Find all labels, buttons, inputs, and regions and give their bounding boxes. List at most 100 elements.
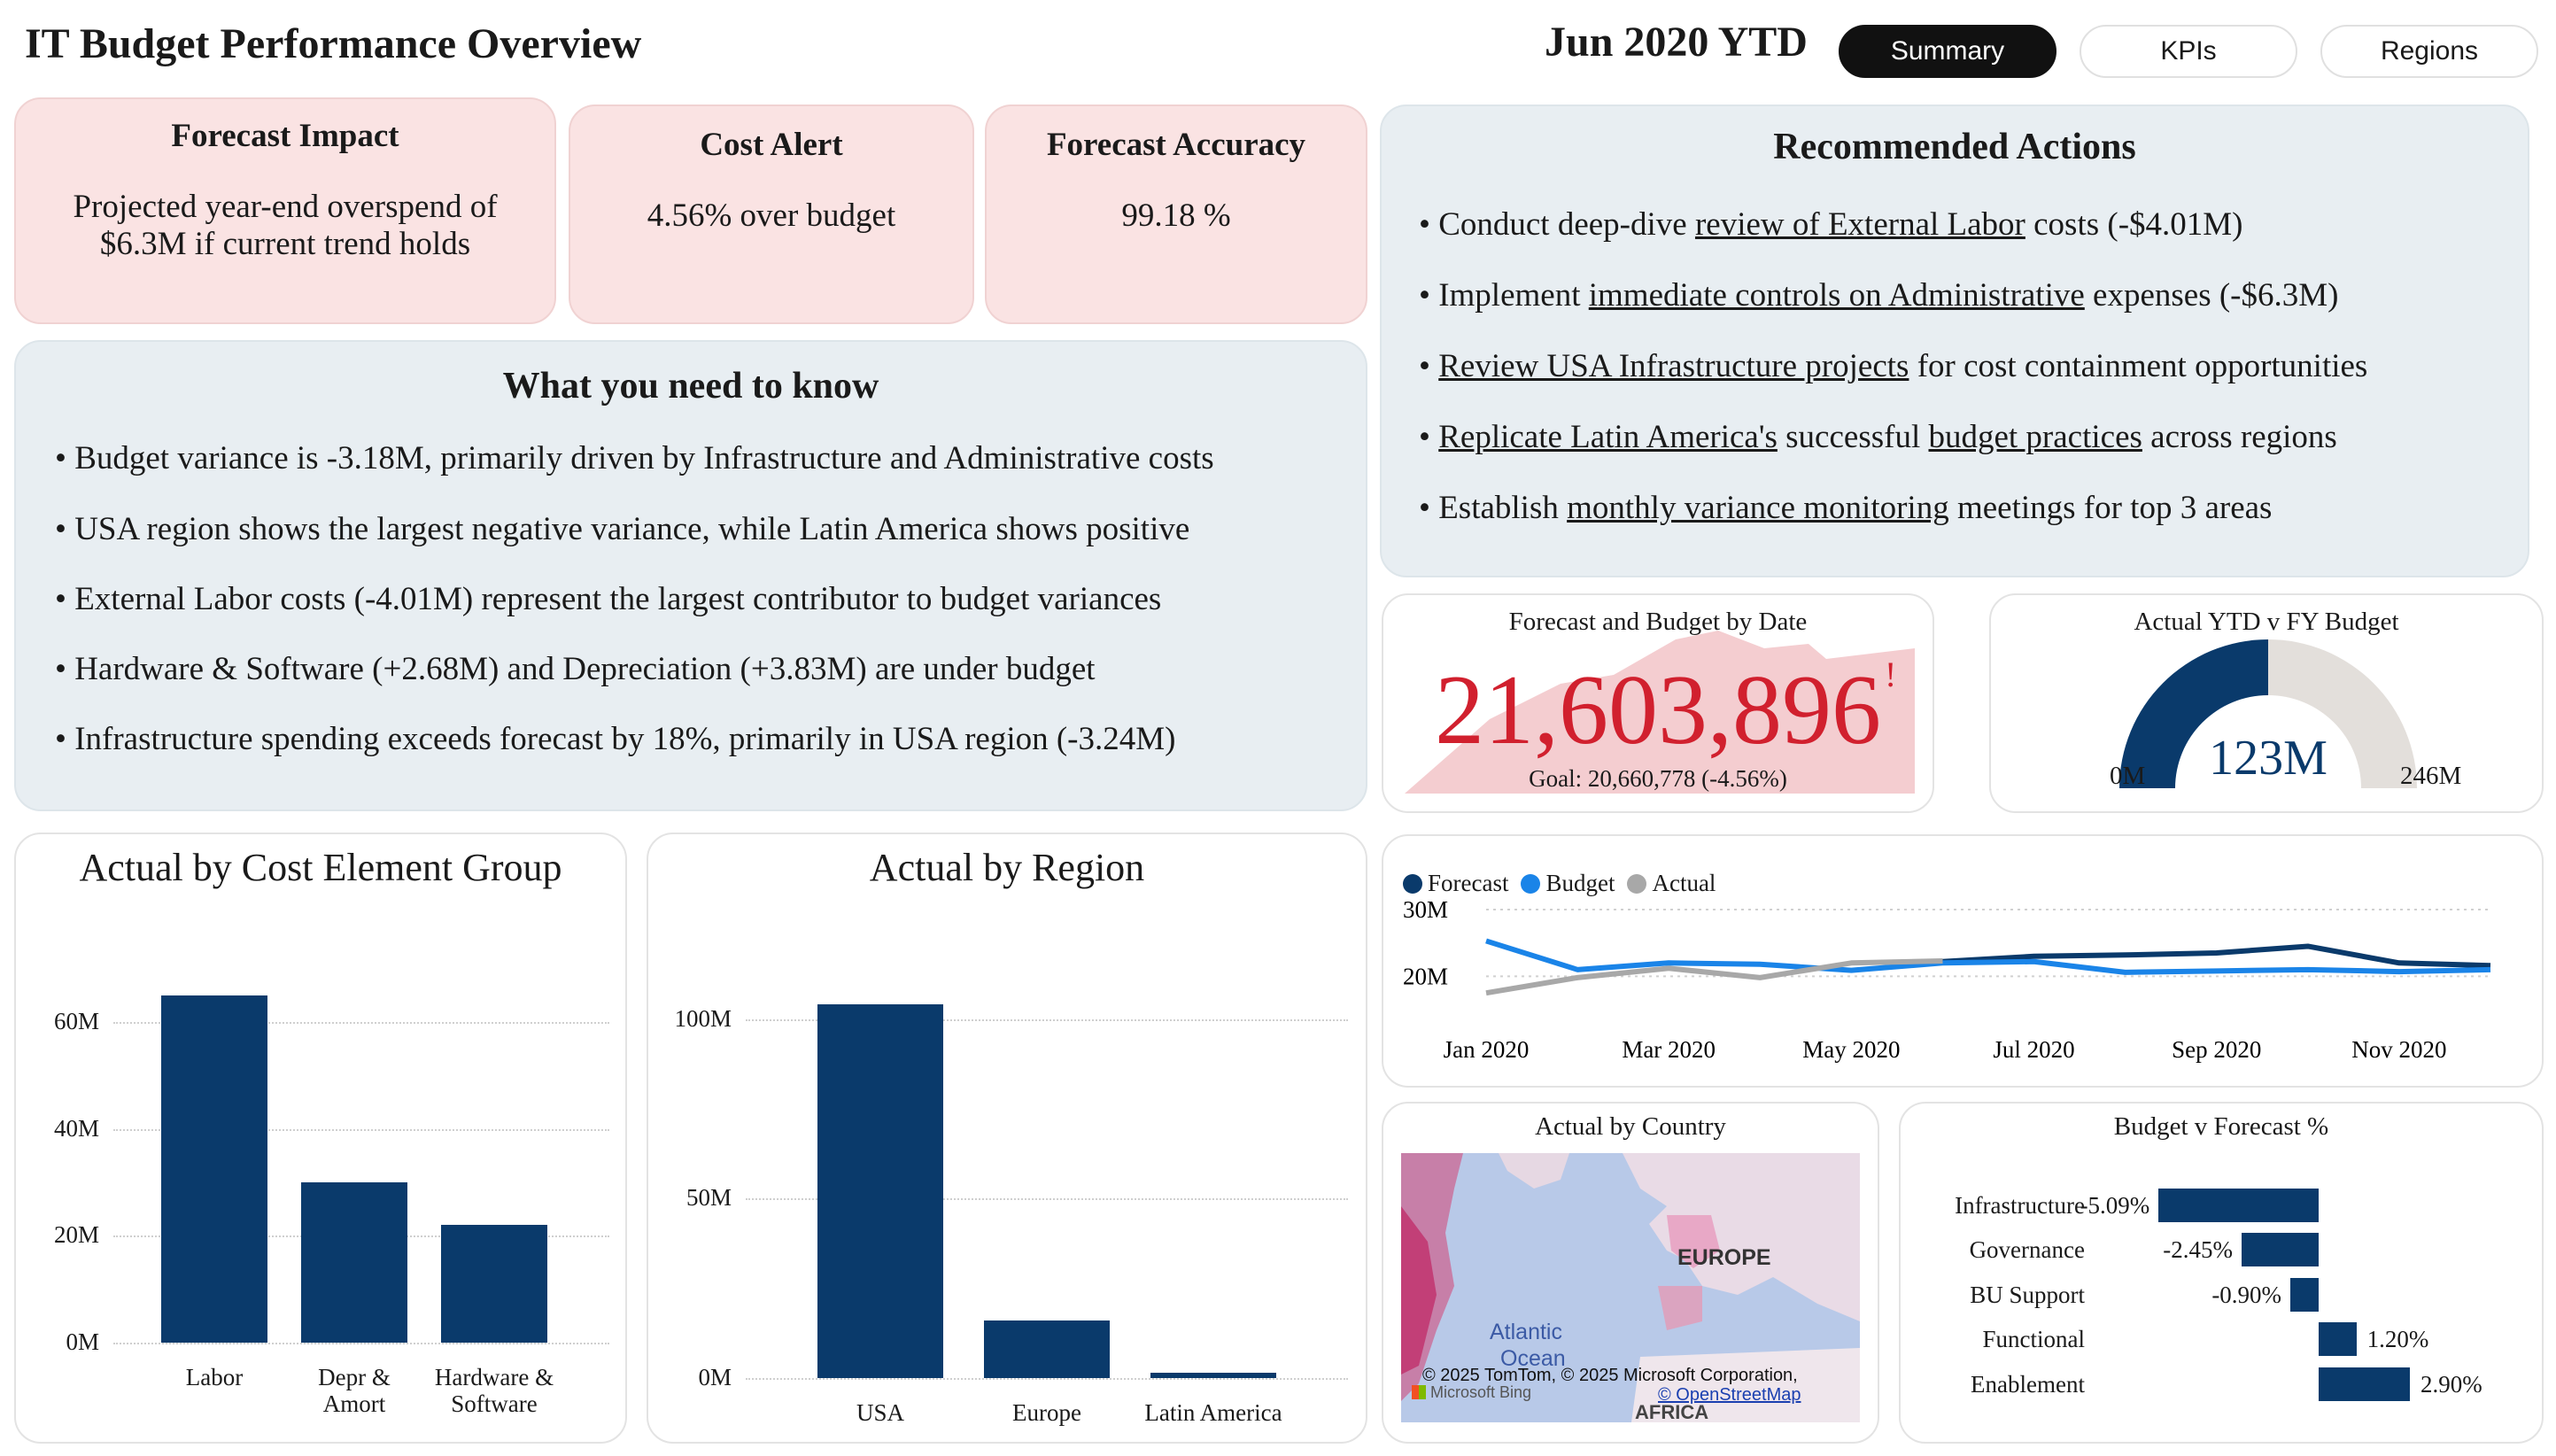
need-to-know-item: • USA region shows the largest negative … — [55, 511, 1190, 547]
need-to-know-title: What you need to know — [502, 366, 879, 407]
gridline — [746, 1018, 1348, 1021]
recommended-action-link[interactable]: review of External Labor — [1694, 206, 2025, 243]
country-map-title: Actual by Country — [1535, 1112, 1726, 1141]
bar[interactable] — [161, 995, 267, 1343]
openstreetmap-link[interactable]: © OpenStreetMap — [1658, 1385, 1801, 1405]
y-tick-label: 50M — [685, 1184, 732, 1212]
map-canvas[interactable]: EUROPE Atlantic Ocean AFRICA © 2025 TomT… — [1401, 1153, 1860, 1422]
legend-dot-icon — [1627, 874, 1647, 894]
forecast-budget-title: Forecast and Budget by Date — [1508, 608, 1808, 636]
recommended-action-text: successful — [1777, 419, 1929, 455]
cost-alert-card: Cost Alert 4.56% over budget — [569, 105, 974, 324]
y-tick-label: 20M — [53, 1221, 99, 1249]
gridline — [113, 1128, 609, 1131]
trend-line-chart: 30M 20M Jan 2020 Mar 2020 May 2020 Jul 2020 Se… — [1403, 896, 2491, 1063]
forecast-impact-title: Forecast Impact — [171, 118, 399, 154]
region-chart-card[interactable]: Actual by Region 0M 50M 100M USA Europe Latin… — [647, 833, 1367, 1444]
forecast-impact-line2: $6.3M if current trend holds — [99, 226, 471, 262]
microsoft-logo-icon — [1412, 1385, 1426, 1399]
bar[interactable] — [2290, 1278, 2319, 1312]
legend-item[interactable]: Actual — [1627, 870, 1716, 896]
series-line-actual[interactable] — [1485, 958, 1943, 996]
need-to-know-card: What you need to know • Budget variance … — [14, 340, 1367, 811]
bar[interactable] — [301, 1182, 407, 1343]
legend-dot-icon — [1521, 874, 1541, 894]
cost-element-chart-card[interactable]: Actual by Cost Element Group 0M 20M 40M 60M… — [14, 833, 627, 1444]
bar[interactable] — [2319, 1322, 2357, 1356]
tab-summary[interactable]: Summary — [1839, 25, 2056, 78]
cost-alert-title: Cost Alert — [700, 127, 843, 163]
gridline — [746, 1378, 1348, 1380]
forecast-accuracy-value: 99.18 % — [1121, 197, 1231, 234]
y-tick-label: 30M — [1403, 896, 1448, 923]
x-tick-label: Sep 2020 — [2172, 1036, 2261, 1063]
bar[interactable] — [817, 1004, 943, 1378]
x-tick-label: Software — [451, 1390, 538, 1417]
legend-item[interactable]: Forecast — [1403, 870, 1508, 896]
map-label-atlantic: Atlantic — [1490, 1320, 1562, 1344]
gauge-title: Actual YTD v FY Budget — [2134, 608, 2399, 636]
x-tick-label: Latin America — [1144, 1399, 1282, 1426]
series-line-forecast[interactable] — [1942, 943, 2491, 969]
gauge-chart — [2119, 639, 2417, 788]
map-label-ocean: Ocean — [1500, 1346, 1566, 1371]
alert-icon: ! — [1885, 654, 1897, 694]
recommended-action-text: • Conduct deep-dive — [1419, 206, 1695, 243]
bar[interactable] — [2319, 1367, 2410, 1401]
gridline — [113, 1022, 609, 1025]
forecast-area — [1405, 631, 1915, 794]
recommended-action-link[interactable]: Replicate Latin America's — [1438, 419, 1778, 455]
y-tick-label: 0M — [698, 1364, 732, 1390]
recommended-action-link[interactable]: budget practices — [1928, 419, 2142, 455]
legend-dot-icon — [1403, 874, 1422, 894]
tab-regions[interactable]: Regions — [2320, 25, 2538, 78]
legend-label: Forecast — [1428, 870, 1509, 896]
y-tick-label: 20M — [1403, 963, 1448, 989]
iberia-land — [1658, 1286, 1702, 1330]
y-tick-label: 60M — [53, 1008, 99, 1035]
y-tick-label: 40M — [53, 1114, 99, 1142]
category-label: Functional — [1982, 1326, 2086, 1352]
gauge-card[interactable]: Actual YTD v FY Budget 0M 246M 123M — [1989, 593, 2544, 813]
bar[interactable] — [2242, 1233, 2319, 1266]
map-shapes — [1401, 1153, 1860, 1422]
bar[interactable] — [441, 1225, 547, 1343]
legend-item[interactable]: Budget — [1521, 870, 1615, 896]
budget-forecast-card[interactable]: Budget v Forecast % Infrastructure -5.09%… — [1899, 1102, 2544, 1444]
page-title: IT Budget Performance Overview — [25, 20, 642, 67]
x-tick-label: Jul 2020 — [1993, 1036, 2074, 1063]
bing-logo: Microsoft Bing — [1412, 1383, 1531, 1402]
budget-forecast-title: Budget v Forecast % — [2113, 1112, 2329, 1141]
tab-kpis[interactable]: KPIs — [2080, 25, 2297, 78]
gauge-min-label: 0M — [2110, 762, 2146, 790]
need-to-know-item: • Infrastructure spending exceeds foreca… — [55, 721, 1176, 757]
bar[interactable] — [984, 1320, 1110, 1378]
recommended-action-link[interactable]: monthly variance monitoring — [1567, 490, 1949, 526]
legend-label: Actual — [1652, 870, 1716, 896]
recommended-action-item: • Conduct deep-dive review of External L… — [1419, 205, 2243, 244]
category-label: Enablement — [1971, 1371, 2085, 1398]
recommended-action-link[interactable]: Review USA Infrastructure projects — [1438, 348, 1909, 384]
recommended-action-text: expenses (-$6.3M) — [2084, 277, 2339, 314]
forecast-budget-card[interactable]: Forecast and Budget by Date 21,603,896! … — [1382, 593, 1934, 813]
need-to-know-item: • Hardware & Software (+2.68M) and Depre… — [55, 651, 1096, 687]
recommended-action-item: • Implement immediate controls on Admini… — [1419, 276, 2338, 314]
recommended-action-link[interactable]: immediate controls on Administrative — [1588, 277, 2085, 314]
data-label: 2.90% — [2420, 1371, 2482, 1398]
bar[interactable] — [2158, 1189, 2319, 1222]
recommended-action-text: costs (-$4.01M) — [2025, 206, 2243, 243]
europe-land — [1623, 1153, 1860, 1321]
y-tick-label: 100M — [674, 1004, 732, 1032]
bar[interactable] — [1150, 1372, 1276, 1378]
recommended-action-text: • Establish — [1419, 490, 1568, 526]
map-copyright: © 2025 TomTom, © 2025 Microsoft Corporat… — [1422, 1366, 1798, 1385]
map-label-africa: AFRICA — [1635, 1401, 1709, 1422]
trend-chart-card[interactable]: Forecast Budget Actual 30M 20M Jan 2020 Mar 2… — [1382, 834, 2544, 1088]
gridline — [113, 1343, 609, 1344]
country-map-card[interactable]: Actual by Country EUROPE Atlantic Ocean … — [1382, 1102, 1879, 1444]
forecast-impact-line1: Projected year-end overspend of — [73, 189, 498, 225]
need-to-know-item: • External Labor costs (-4.01M) represen… — [55, 581, 1162, 617]
x-tick-label: Europe — [1012, 1399, 1081, 1426]
forecast-area-sparkline — [1405, 631, 1915, 794]
series-line-budget[interactable] — [1485, 938, 2491, 975]
